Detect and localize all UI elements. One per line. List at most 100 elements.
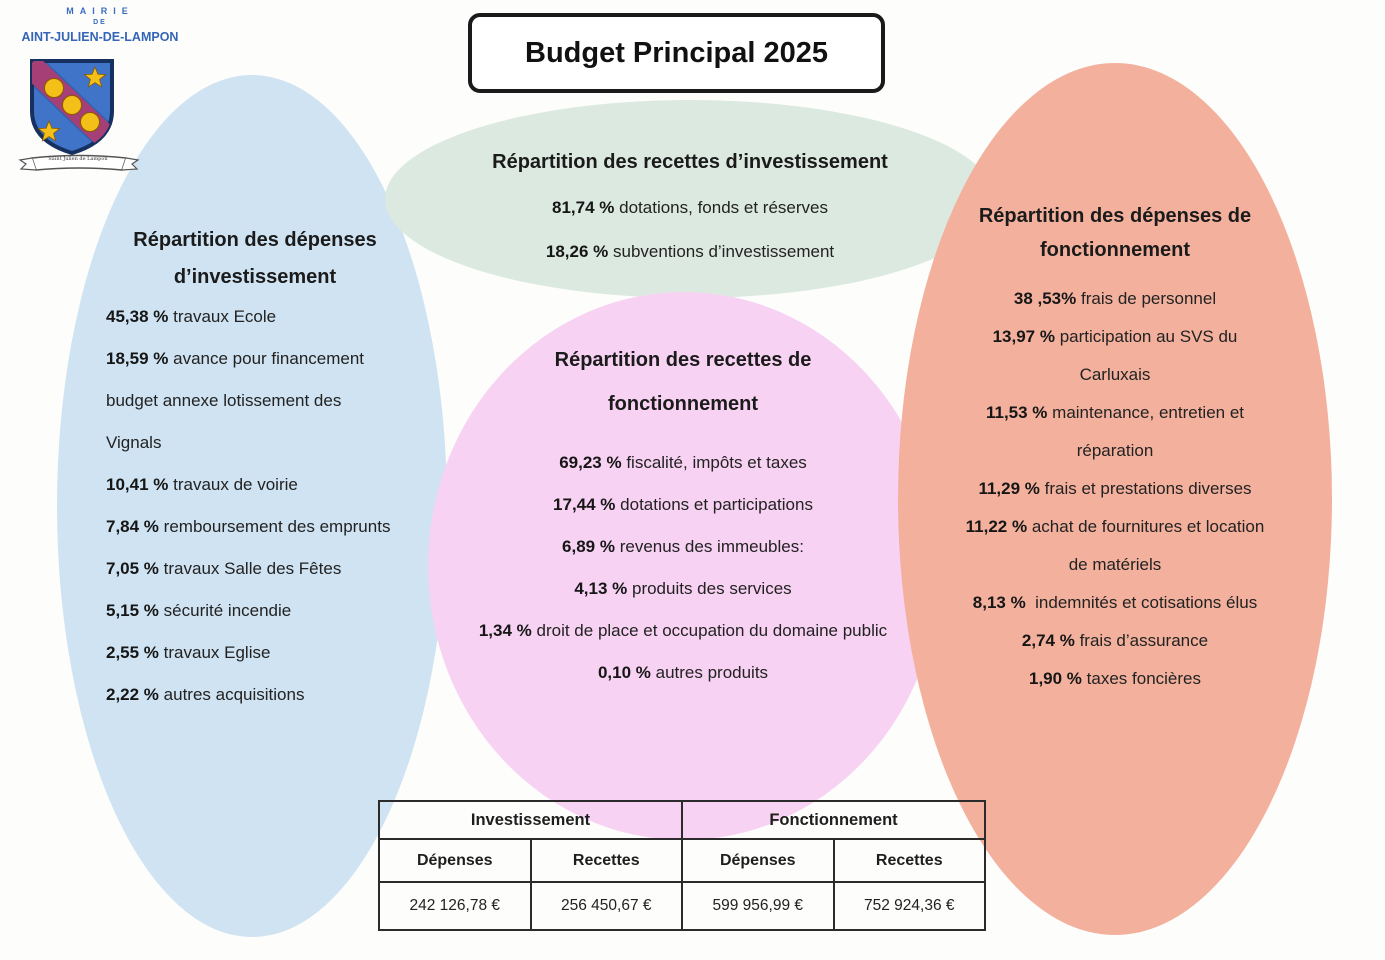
item-label: fiscalité, impôts et taxes (626, 453, 807, 472)
list-item: 1,90 % taxes foncières (965, 660, 1265, 698)
item-pct: 18,59 % (106, 349, 169, 368)
logo-line-de: DE (93, 19, 107, 26)
item-label: droit de place et occupation du domaine … (536, 621, 888, 640)
operating-revenue-ellipse (428, 292, 940, 840)
item-pct: 7,84 % (106, 517, 159, 536)
invest-expenses-title: Répartition des dépenses d’investissemen… (133, 229, 377, 288)
list-item: 8,13 % indemnités et cotisations élus (965, 584, 1265, 622)
item-label: achat de fournitures et location de maté… (1031, 517, 1265, 574)
list-item: 10,41 % travaux de voirie (106, 464, 398, 506)
page-title-box: Budget Principal 2025 (468, 13, 885, 93)
item-label: maintenance, entretien et réparation (1052, 403, 1245, 460)
list-item: 18,26 % subventions d’investissement (430, 230, 950, 274)
item-pct: 11,53 % (985, 403, 1048, 422)
item-pct: 45,38 % (106, 307, 169, 326)
operating-expenses-ellipse (898, 63, 1332, 935)
list-item: 18,59 % avance pour financement budget a… (106, 338, 398, 464)
item-pct: 8,13 % (972, 593, 1026, 612)
list-item: 45,38 % travaux Ecole (106, 296, 398, 338)
item-pct: 5,15 % (106, 601, 159, 620)
item-label: subventions d’investissement (613, 242, 835, 261)
item-label: travaux Eglise (163, 643, 271, 662)
ribbon-banner-icon (18, 154, 140, 171)
table-value: 256 450,67 € (529, 881, 683, 931)
item-pct: 11,29 % (978, 479, 1040, 498)
item-label: dotations et participations (620, 495, 813, 514)
item-pct: 69,23 % (559, 453, 622, 472)
item-pct: 2,55 % (106, 643, 159, 662)
mairie-logo: MAIRIE DE AINT-JULIEN-DE-LAMPON (0, 6, 200, 44)
operating-expenses-title: Répartition des dépenses de fonctionneme… (978, 205, 1252, 261)
item-label: frais et prestations diverses (1044, 479, 1252, 498)
item-label: remboursement des emprunts (163, 517, 391, 536)
item-label: taxes foncières (1086, 669, 1201, 688)
operating-revenue-list: 69,23 % fiscalité, impôts et taxes 17,44… (473, 442, 893, 694)
invest-revenue-ellipse (385, 100, 995, 298)
list-item: 6,89 % revenus des immeubles: (473, 526, 893, 568)
item-label: produits des services (631, 579, 792, 598)
item-label: sécurité incendie (163, 601, 292, 620)
item-pct: 1,34 % (478, 621, 532, 640)
item-pct: 6,89 % (562, 537, 615, 556)
star-icon (37, 119, 61, 142)
item-label: revenus des immeubles: (619, 537, 804, 556)
list-item: 0,10 % autres produits (473, 652, 893, 694)
ribbon-banner-text: Saint Julien de Lampon (48, 156, 108, 162)
list-item: 2,74 % frais d’assurance (965, 622, 1265, 660)
table-col-header: Recettes (832, 838, 986, 883)
list-item: 81,74 % dotations, fonds et réserves (430, 186, 950, 230)
item-label: frais de personnel (1080, 289, 1217, 308)
list-item: 11,29 % frais et prestations diverses (965, 470, 1265, 508)
item-label: autres acquisitions (163, 685, 305, 704)
logo-line-mairie: MAIRIE (66, 6, 134, 16)
coat-of-arms-icon (30, 59, 114, 156)
list-item: 17,44 % dotations et participations (473, 484, 893, 526)
list-item: 69,23 % fiscalité, impôts et taxes (473, 442, 893, 484)
item-pct: 2,74 % (1021, 631, 1075, 650)
item-label: dotations, fonds et réserves (619, 198, 828, 217)
table-group-fonctionnement: Fonctionnement (681, 800, 986, 840)
item-label: frais d’assurance (1079, 631, 1209, 650)
list-item: 13,97 % participation au SVS du Carluxai… (965, 318, 1265, 394)
item-label: travaux Salle des Fêtes (163, 559, 342, 578)
item-pct: 13,97 % (992, 327, 1055, 346)
table-value: 599 956,99 € (681, 881, 835, 931)
item-label: indemnités et cotisations élus (1035, 593, 1258, 612)
table-col-header: Dépenses (681, 838, 835, 883)
item-pct: 4,13 % (574, 579, 628, 598)
table-col-header: Recettes (529, 838, 683, 883)
item-pct: 81,74 % (552, 198, 615, 217)
budget-table: Investissement Fonctionnement Dépenses R… (378, 800, 986, 931)
item-pct: 0,10 % (597, 663, 651, 682)
list-item: 2,55 % travaux Eglise (106, 632, 398, 674)
list-item: 1,34 % droit de place et occupation du d… (473, 610, 893, 652)
item-pct: 17,44 % (553, 495, 616, 514)
item-label: avance pour financement budget annexe lo… (106, 349, 365, 452)
list-item: 11,22 % achat de fournitures et location… (965, 508, 1265, 584)
item-pct: 11,22 % (965, 517, 1028, 536)
invest-revenue-title: Répartition des recettes d’investissemen… (492, 151, 888, 173)
item-label: travaux Ecole (173, 307, 277, 326)
item-label: participation au SVS du Carluxais (1059, 327, 1238, 384)
list-item: 38 ,53% frais de personnel (965, 280, 1265, 318)
item-pct: 1,90 % (1028, 669, 1082, 688)
invest-expenses-ellipse (57, 75, 447, 937)
operating-revenue-title: Répartition des recettes de fonctionneme… (554, 349, 812, 415)
logo-line-commune: AINT-JULIEN-DE-LAMPON (21, 30, 179, 44)
item-pct: 2,22 % (106, 685, 159, 704)
list-item: 11,53 % maintenance, entretien et répara… (965, 394, 1265, 470)
list-item: 7,84 % remboursement des emprunts (106, 506, 398, 548)
table-group-investissement: Investissement (378, 800, 683, 840)
table-value: 752 924,36 € (832, 881, 986, 931)
invest-revenue-list: 81,74 % dotations, fonds et réserves 18,… (430, 186, 950, 274)
list-item: 4,13 % produits des services (473, 568, 893, 610)
table-col-header: Dépenses (378, 838, 532, 883)
item-pct: 38 ,53% (1013, 289, 1077, 308)
item-label: autres produits (655, 663, 769, 682)
table-value: 242 126,78 € (378, 881, 532, 931)
item-pct: 18,26 % (545, 242, 609, 261)
list-item: 2,22 % autres acquisitions (106, 674, 398, 716)
invest-expenses-list: 45,38 % travaux Ecole 18,59 % avance pou… (106, 296, 398, 716)
item-label: travaux de voirie (173, 475, 298, 494)
